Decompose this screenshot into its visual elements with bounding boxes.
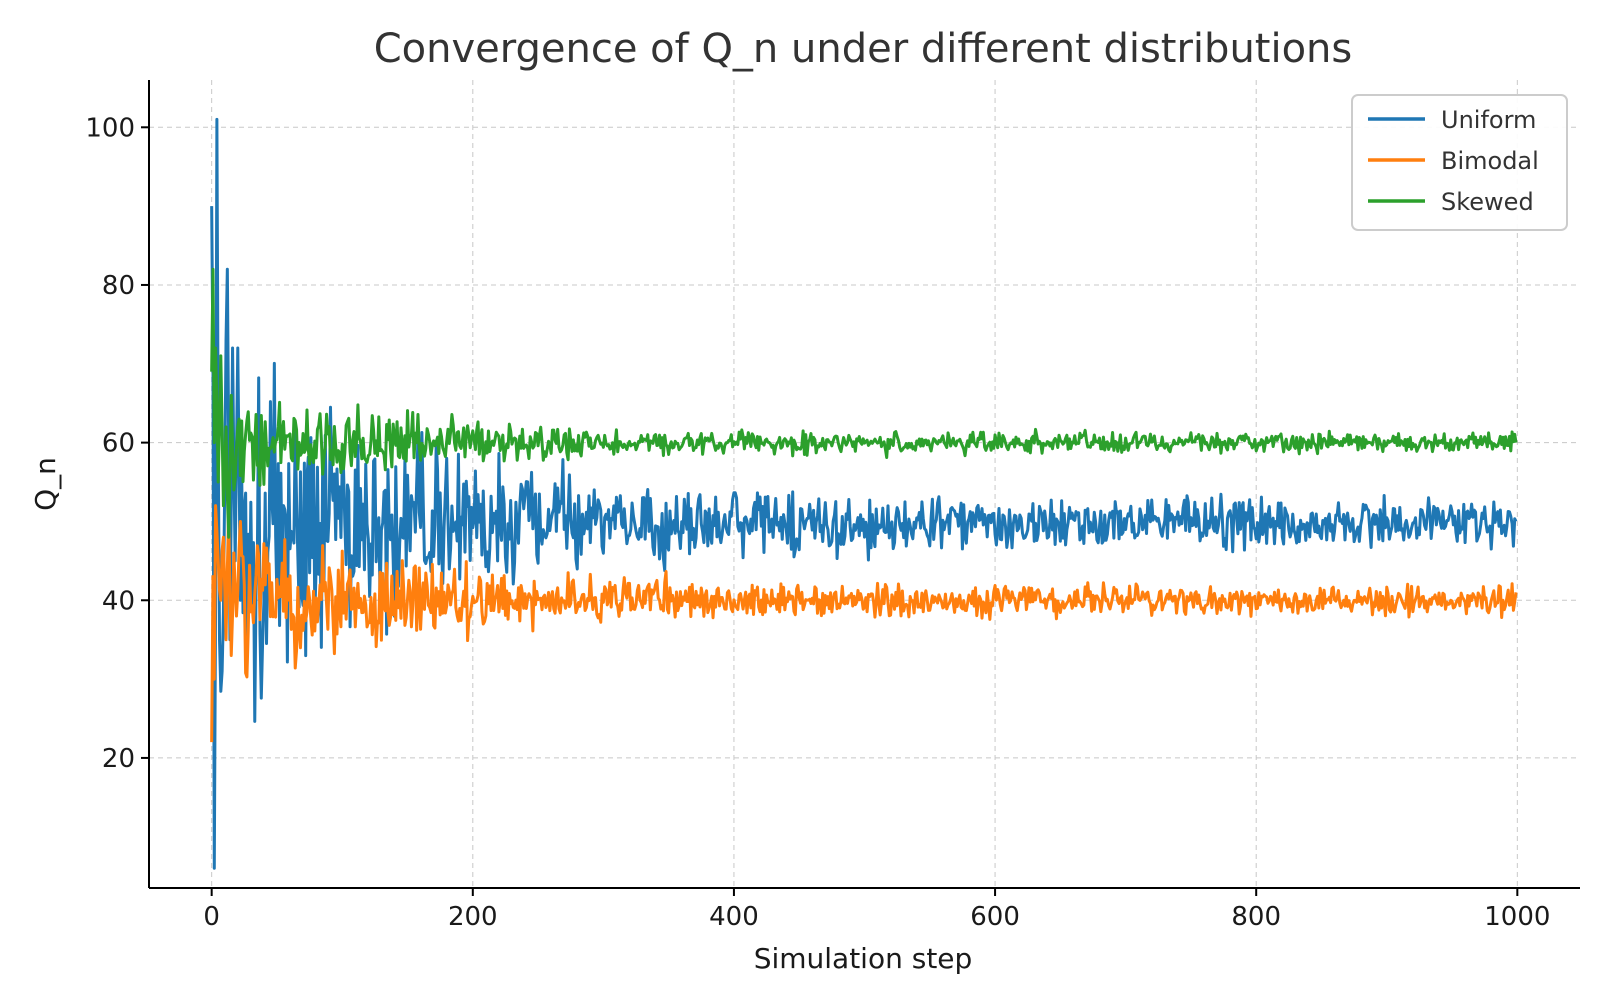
- legend-label-skewed: Skewed: [1441, 188, 1534, 216]
- legend-label-bimodal: Bimodal: [1441, 147, 1539, 175]
- series-layer: [210, 117, 1518, 870]
- x-tick-label: 400: [709, 902, 759, 932]
- y-tick-label: 20: [102, 744, 135, 774]
- y-tick-label: 60: [102, 429, 135, 459]
- series-line-uniform: [210, 117, 1518, 870]
- legend-box: [1351, 94, 1568, 231]
- x-ticks: 0 200 400 600 800 1000: [203, 888, 1550, 932]
- y-ticks: 20 40 60 80 100: [85, 113, 149, 774]
- series-line-skewed: [210, 267, 1518, 539]
- x-tick-label: 0: [203, 902, 220, 932]
- x-tick-label: 1000: [1484, 902, 1550, 932]
- y-axis-label: Q_n: [29, 457, 62, 511]
- legend-items: Uniform Bimodal Skewed: [1368, 106, 1539, 216]
- chart-title: Convergence of Q_n under different distr…: [374, 26, 1353, 72]
- x-axis-label: Simulation step: [754, 942, 973, 975]
- y-tick-label: 40: [102, 586, 135, 616]
- axes: [148, 80, 1580, 889]
- x-tick-label: 800: [1231, 902, 1281, 932]
- y-tick-label: 80: [102, 271, 135, 301]
- x-tick-label: 200: [448, 902, 498, 932]
- y-tick-label: 100: [85, 113, 135, 143]
- x-tick-label: 600: [970, 902, 1020, 932]
- legend-label-uniform: Uniform: [1441, 106, 1536, 134]
- series-line-bimodal: [210, 504, 1518, 743]
- legend: Uniform Bimodal Skewed: [1351, 94, 1568, 231]
